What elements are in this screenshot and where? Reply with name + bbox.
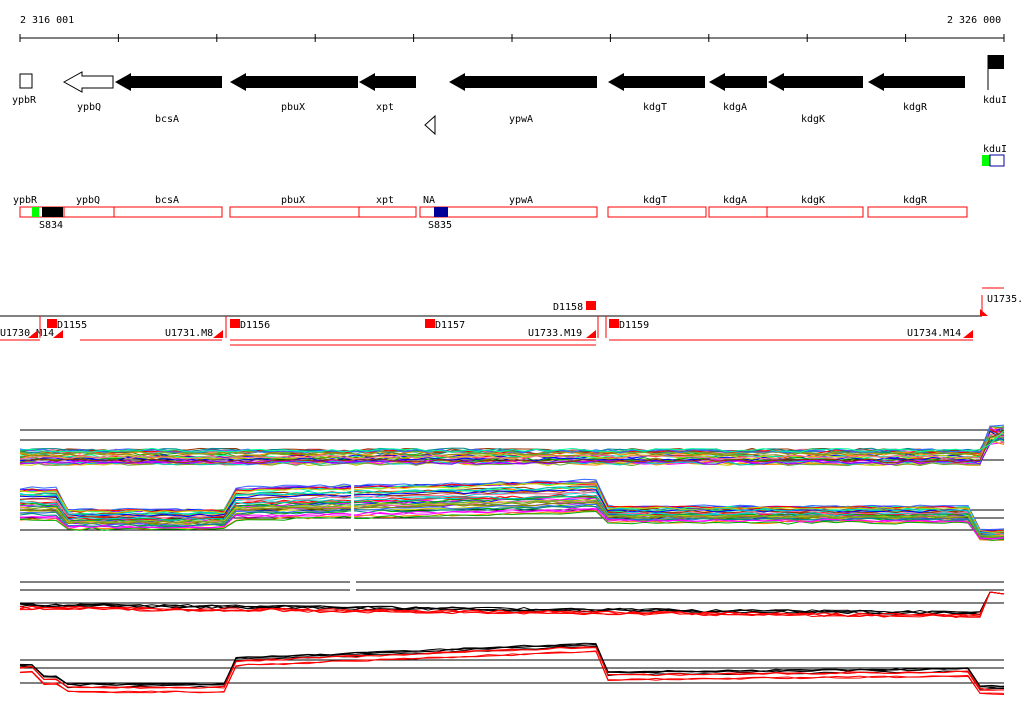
gene-label-ypwA: ypwA <box>509 114 533 125</box>
gene-label-ypbR: ypbR <box>12 95 37 106</box>
annotation-boxes: ypbR ypbQ bcsA pbuX xpt NA ypwA kdgT kdg… <box>13 195 968 231</box>
box-label-kdgK: kdgK <box>801 195 825 206</box>
expression-panels <box>19 424 1005 696</box>
gene-kdgA[interactable] <box>709 73 767 91</box>
gene-label-kdgT: kdgT <box>643 102 667 113</box>
box-kdgT[interactable] <box>607 206 707 218</box>
gene-label-kdgK: kdgK <box>801 114 825 125</box>
box-kdgA[interactable] <box>708 206 768 218</box>
feature-D1158[interactable] <box>586 301 596 310</box>
feature-label-D1159: D1159 <box>619 320 649 331</box>
gene-ypbR[interactable] <box>19 73 33 89</box>
box-label-pbuX: pbuX <box>281 195 305 206</box>
box-kdgR[interactable] <box>867 206 968 218</box>
feature-label-U1731: U1731.M8 <box>165 328 213 339</box>
box-ypbQ[interactable] <box>63 206 115 218</box>
box-bcsA[interactable] <box>113 206 223 218</box>
feature-D1159[interactable] <box>609 319 619 328</box>
green-marker <box>982 155 990 166</box>
strand-marker-icon <box>424 114 436 136</box>
feature-label-D1155: D1155 <box>57 320 87 331</box>
kduI-box[interactable] <box>989 154 1005 167</box>
feature-label-U1735: U1735. <box>987 294 1023 305</box>
marker-S834[interactable] <box>42 207 63 217</box>
gene-bcsA[interactable] <box>115 73 222 91</box>
gene-kdgR[interactable] <box>868 73 965 91</box>
marker-label-S835: S835 <box>428 220 452 231</box>
ruler-start-label: 2 316 001 <box>20 15 74 26</box>
gene-kduI[interactable] <box>988 55 1004 69</box>
box-label-ypbR: ypbR <box>13 195 38 206</box>
box-pbuX[interactable] <box>229 206 360 218</box>
gene-label-ypbQ: ypbQ <box>77 102 101 113</box>
feature-D1156[interactable] <box>230 319 240 328</box>
gene-kdgT[interactable] <box>608 73 705 91</box>
gene-label-kduI-2: kduI <box>983 144 1007 155</box>
feature-D1157[interactable] <box>425 319 435 328</box>
gene-label-kduI: kduI <box>983 95 1007 106</box>
box-xpt[interactable] <box>358 206 417 218</box>
gene-label-kdgR: kdgR <box>903 102 928 113</box>
feature-label-U1733: U1733.M19 <box>528 328 582 339</box>
gene-label-bcsA: bcsA <box>155 114 179 125</box>
feature-label-D1158: D1158 <box>553 302 583 313</box>
ruler: 2 316 001 2 326 000 <box>19 15 1005 42</box>
gene-track: ypbR ypbQ bcsA pbuX xpt ypwA kdgT kdgA k… <box>12 55 1007 167</box>
box-kdgK[interactable] <box>766 206 864 218</box>
feature-track: D1155 D1156 D1157 D1158 D1159 U1730.M14 … <box>0 287 1023 346</box>
box-label-ypwA: ypwA <box>509 195 533 206</box>
box-label-ypbQ: ypbQ <box>76 195 100 206</box>
gene-ypwA[interactable] <box>449 73 597 91</box>
box-label-bcsA: bcsA <box>155 195 179 206</box>
feature-label-D1156: D1156 <box>240 320 270 331</box>
box-label-kdgT: kdgT <box>643 195 667 206</box>
box-label-xpt: xpt <box>376 195 394 206</box>
ruler-end-label: 2 326 000 <box>947 15 1001 26</box>
gene-kdgK[interactable] <box>768 73 863 91</box>
gene-label-pbuX: pbuX <box>281 102 305 113</box>
feature-label-U1734: U1734.M14 <box>907 328 961 339</box>
gene-label-xpt: xpt <box>376 102 394 113</box>
gene-pbuX[interactable] <box>230 73 358 91</box>
gene-label-kdgA: kdgA <box>723 102 747 113</box>
marker-S835[interactable] <box>434 207 448 217</box>
gene-xpt[interactable] <box>359 73 416 91</box>
box-label-kdgR: kdgR <box>903 195 928 206</box>
feature-label-D1157: D1157 <box>435 320 465 331</box>
green-marker <box>32 207 39 217</box>
feature-D1155[interactable] <box>47 319 57 328</box>
feature-label-U1730: U1730.M14 <box>0 328 54 339</box>
marker-label-S834: S834 <box>39 220 63 231</box>
box-ypwA[interactable] <box>419 206 598 218</box>
gene-ypbQ[interactable] <box>62 71 114 93</box>
box-label-kdgA: kdgA <box>723 195 747 206</box>
box-label-NA: NA <box>423 195 435 206</box>
